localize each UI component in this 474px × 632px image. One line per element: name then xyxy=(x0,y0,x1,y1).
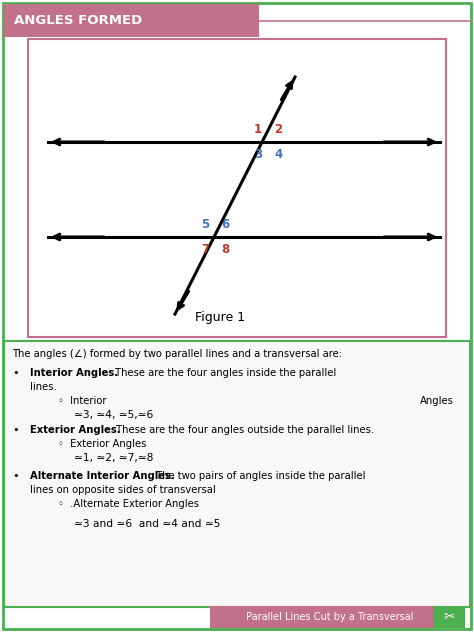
Text: ✂: ✂ xyxy=(443,610,455,624)
Text: 1: 1 xyxy=(254,123,262,136)
Text: Figure 1: Figure 1 xyxy=(195,311,245,324)
Text: These are the four angles inside the parallel: These are the four angles inside the par… xyxy=(112,368,336,378)
Bar xyxy=(210,606,463,628)
Text: ◦  Interior: ◦ Interior xyxy=(58,396,107,406)
Text: 2: 2 xyxy=(274,123,282,136)
Text: 7: 7 xyxy=(201,243,209,256)
Text: ≃3 and ≃6  and ≃4 and ≃5: ≃3 and ≃6 and ≃4 and ≃5 xyxy=(74,519,220,529)
Text: Alternate Interior Angles.: Alternate Interior Angles. xyxy=(30,471,175,481)
Text: These are the four angles outside the parallel lines.: These are the four angles outside the pa… xyxy=(113,425,374,435)
Text: Parallel Lines Cut by a Transversal: Parallel Lines Cut by a Transversal xyxy=(246,612,414,622)
Text: 3: 3 xyxy=(254,148,262,161)
Text: ≃1, ≃2, ≃7,≃8: ≃1, ≃2, ≃7,≃8 xyxy=(74,453,154,463)
Text: lines on opposite sides of transversal: lines on opposite sides of transversal xyxy=(30,485,216,495)
Text: 4: 4 xyxy=(274,148,282,161)
Text: •: • xyxy=(12,425,19,435)
Text: ◦  .Alternate Exterior Angles: ◦ .Alternate Exterior Angles xyxy=(58,499,199,509)
Text: •: • xyxy=(12,368,19,378)
Text: ANGLES FORMED: ANGLES FORMED xyxy=(14,14,142,27)
Bar xyxy=(4,341,470,607)
Bar xyxy=(4,4,259,37)
Text: •: • xyxy=(12,471,19,481)
Text: Angles: Angles xyxy=(420,396,454,406)
Bar xyxy=(28,39,446,337)
Text: lines.: lines. xyxy=(30,382,57,392)
Text: ◦  Exterior Angles: ◦ Exterior Angles xyxy=(58,439,146,449)
Bar xyxy=(433,606,465,628)
Text: The angles (∠) formed by two parallel lines and a transversal are:: The angles (∠) formed by two parallel li… xyxy=(12,349,342,359)
Text: 6: 6 xyxy=(221,218,229,231)
Text: 5: 5 xyxy=(201,218,209,231)
Text: The two pairs of angles inside the parallel: The two pairs of angles inside the paral… xyxy=(153,471,365,481)
Text: 8: 8 xyxy=(221,243,229,256)
Text: Exterior Angles.: Exterior Angles. xyxy=(30,425,120,435)
Text: Interior Angles.: Interior Angles. xyxy=(30,368,118,378)
Text: ≃3, ≃4, ≃5,≃6: ≃3, ≃4, ≃5,≃6 xyxy=(74,410,153,420)
